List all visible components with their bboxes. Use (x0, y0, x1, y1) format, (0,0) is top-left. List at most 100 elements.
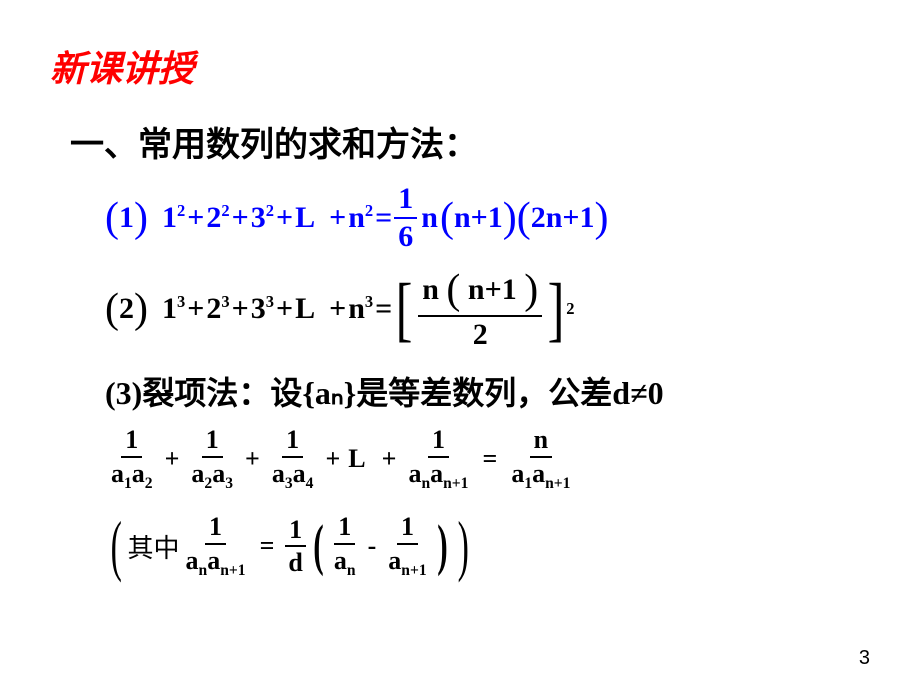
num: n (530, 424, 552, 457)
fraction: n ( n+1 ) 2 (418, 265, 542, 353)
bracket-close: ] (548, 277, 565, 342)
den: a1an+1 (507, 458, 574, 494)
exp2: 2 (566, 301, 574, 318)
t3: 3 (251, 201, 266, 234)
n: n (421, 203, 438, 233)
frac-rhs: n a1an+1 (507, 424, 574, 493)
n: n (422, 273, 439, 306)
frac-an: 1 an (330, 511, 360, 580)
den: anan+1 (182, 545, 250, 581)
fraction: 1 6 (394, 181, 417, 255)
t3: 3 (251, 292, 266, 325)
num: 1 (205, 511, 226, 544)
num: 1 (394, 181, 417, 219)
num: 1 (334, 511, 355, 544)
label-2: 2 (119, 294, 134, 324)
e3: 3 (266, 292, 274, 311)
bracket-open: [ (396, 277, 413, 342)
den: 6 (394, 219, 417, 255)
formula-4: ( 其中 1 anan+1 = 1 d ( 1 an - 1 an+1 ) ) (105, 511, 870, 580)
paren-close: ) (457, 519, 468, 573)
en: 2 (365, 201, 373, 220)
plus: + (329, 294, 346, 324)
plus: + (276, 203, 293, 233)
den: an (330, 545, 360, 581)
num: n ( n+1 ) (418, 265, 542, 317)
frac-d: 1 d (284, 514, 306, 578)
page-number: 3 (859, 647, 870, 670)
label-qizhong: 其中 (128, 528, 180, 565)
np1: n+1 (454, 203, 503, 233)
paren-open: ( (105, 197, 119, 239)
tn: n (348, 201, 365, 234)
frac-1: 1 a1a2 (107, 424, 157, 493)
paren: ( (446, 267, 460, 313)
plus: + (382, 446, 397, 472)
frac-lhs: 1 anan+1 (182, 511, 250, 580)
frac-anp1: 1 an+1 (384, 511, 430, 580)
paren: ( (440, 197, 454, 239)
den: a3a4 (268, 458, 318, 494)
plus: + (165, 446, 180, 472)
den: anan+1 (404, 458, 472, 494)
ellipsis: L (295, 294, 315, 324)
den: d (284, 547, 306, 578)
section-heading: 一、常用数列的求和方法： (70, 117, 870, 166)
plus: + (276, 294, 293, 324)
plus: + (232, 294, 249, 324)
plus: + (232, 203, 249, 233)
np1: n+1 (468, 273, 517, 306)
label-1: 1 (119, 203, 134, 233)
ellipsis: L (295, 203, 315, 233)
frac-n: 1 anan+1 (404, 424, 472, 493)
den: a2a3 (187, 458, 237, 494)
equals: = (375, 203, 392, 233)
plus: + (325, 446, 340, 472)
e3: 2 (266, 201, 274, 220)
e1: 3 (177, 292, 185, 311)
e1: 2 (177, 201, 185, 220)
paren: ) (595, 197, 609, 239)
en: 3 (365, 292, 373, 311)
num: 1 (282, 424, 303, 457)
equals: = (375, 294, 392, 324)
equals: = (482, 446, 497, 472)
num: 1 (202, 424, 223, 457)
den: an+1 (384, 545, 430, 581)
slide-title: 新课讲授 (50, 40, 870, 92)
den: a1a2 (107, 458, 157, 494)
num: 1 (285, 514, 306, 547)
plus: + (245, 446, 260, 472)
paren-close: ) (134, 197, 148, 239)
paren: ) (524, 267, 538, 313)
t1: 1 (162, 292, 177, 325)
twonp1: 2n+1 (531, 203, 595, 233)
t1: 1 (162, 201, 177, 234)
paren: ) (437, 522, 447, 571)
t2: 2 (206, 201, 221, 234)
paren-open: ( (105, 288, 119, 330)
formula-2: ( 2 ) 13 + 23 + 33 + L + n3 = [ n ( n+1 … (105, 265, 870, 353)
formula-3: 1 a1a2 + 1 a2a3 + 1 a3a4 + L + 1 anan+1 … (105, 424, 870, 493)
den: 2 (469, 317, 492, 353)
formula-1: ( 1 ) 12 + 22 + 32 + L + n2 = 1 6 n ( n+… (105, 181, 870, 255)
e2: 2 (221, 201, 229, 220)
subsection-3: (3)裂项法：设{aₙ}是等差数列，公差d≠0 (105, 368, 870, 414)
tn: n (348, 292, 365, 325)
num: 1 (428, 424, 449, 457)
num: 1 (397, 511, 418, 544)
plus: + (329, 203, 346, 233)
ellipsis: L (348, 446, 365, 472)
paren-close: ) (134, 288, 148, 330)
plus: + (187, 203, 204, 233)
paren: ( (517, 197, 531, 239)
num: 1 (121, 424, 142, 457)
t2: 2 (206, 292, 221, 325)
frac-2: 1 a2a3 (187, 424, 237, 493)
paren-open: ( (111, 519, 122, 573)
e2: 3 (221, 292, 229, 311)
frac-3: 1 a3a4 (268, 424, 318, 493)
minus: - (368, 531, 377, 561)
equals: = (260, 531, 275, 561)
plus: + (187, 294, 204, 324)
